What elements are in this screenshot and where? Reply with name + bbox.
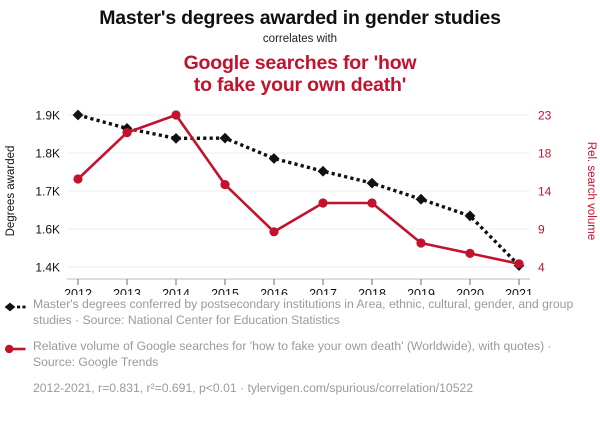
chart-plot-area: 1.9K 1.8K 1.7K 1.6K 1.4K 23 18 14 9 4 2012 2013 20… xyxy=(0,100,600,296)
data-point-marker xyxy=(122,128,132,138)
page-title: Master's degrees awarded in gender studi… xyxy=(99,7,501,29)
data-point-marker xyxy=(170,133,182,144)
data-point-marker xyxy=(465,248,475,258)
chart-legend: Master's degrees conferred by postsecond… xyxy=(0,296,600,396)
data-point-marker xyxy=(464,210,476,222)
diamond-dotted-line-marker-icon xyxy=(4,302,26,312)
data-point-marker xyxy=(220,180,230,190)
left-axis-tick-label: 1.9K xyxy=(35,109,60,123)
title-block: Master's degrees awarded in gender studi… xyxy=(0,0,600,97)
series-degrees-awarded xyxy=(72,109,525,271)
correlation-stats-footer: 2012-2021, r=0.831, r²=0.691, p<0.01 · t… xyxy=(33,381,474,396)
x-axis-tick-label: 2016 xyxy=(260,287,288,295)
data-point-marker xyxy=(171,110,181,120)
data-point-marker xyxy=(269,227,279,237)
page-subtitle-line2: to fake your own death' xyxy=(193,74,407,97)
right-axis-title: Rel. search volume xyxy=(585,142,597,240)
legend-item-degrees-label: Master's degrees conferred by postsecond… xyxy=(33,297,574,328)
data-point-marker xyxy=(367,198,377,208)
circle-solid-line-marker-icon xyxy=(5,344,26,354)
right-axis-tick-label: 9 xyxy=(538,223,545,237)
left-axis-tick-label: 1.8K xyxy=(35,147,60,161)
series-line xyxy=(77,113,521,267)
left-axis-title: Degrees awarded xyxy=(5,146,17,237)
data-point-marker xyxy=(416,238,426,248)
x-axis-tick-labels: 2012 2013 2014 2015 2016 2017 2018 2019 2020 2021 xyxy=(64,287,533,295)
series-search-volume xyxy=(73,110,524,269)
x-axis-tick-label: 2019 xyxy=(407,287,435,295)
right-axis-tick-label: 4 xyxy=(538,261,545,275)
left-axis-tick-label: 1.4K xyxy=(35,261,60,275)
title-connector: correlates with xyxy=(262,33,338,46)
legend-item-searches-label: Relative volume of Google searches for '… xyxy=(33,339,552,370)
x-axis-tick-label: 2015 xyxy=(211,287,239,295)
data-point-marker xyxy=(219,132,231,144)
x-axis-tick-label: 2013 xyxy=(113,287,141,295)
right-axis-tick-label: 18 xyxy=(538,147,552,161)
series-line xyxy=(76,113,521,266)
data-point-marker xyxy=(415,193,427,205)
right-axis-tick-label: 23 xyxy=(538,109,552,123)
left-axis-tick-label: 1.7K xyxy=(35,185,60,199)
right-axis-tick-labels: 23 18 14 9 4 xyxy=(538,109,552,275)
left-axis-tick-labels: 1.9K 1.8K 1.7K 1.6K 1.4K xyxy=(35,109,60,275)
x-axis-tick-label: 2021 xyxy=(505,287,533,295)
page-subtitle-line1: Google searches for 'how xyxy=(183,51,417,74)
x-axis-tick-label: 2018 xyxy=(358,287,386,295)
legend-item-degrees: Master's degrees conferred by postsecond… xyxy=(0,296,600,328)
page-subtitle: Google searches for 'how to fake your ow… xyxy=(0,52,600,97)
data-point-marker xyxy=(366,177,378,189)
left-axis-tick-label: 1.6K xyxy=(35,223,60,237)
right-axis-tick-label: 14 xyxy=(538,185,552,199)
x-axis-tick-label: 2017 xyxy=(309,287,337,295)
data-point-marker xyxy=(318,198,328,208)
data-point-marker xyxy=(73,174,83,184)
data-point-marker xyxy=(72,109,84,121)
legend-item-searches: Relative volume of Google searches for '… xyxy=(0,338,600,370)
gridlines xyxy=(67,114,530,268)
data-point-marker xyxy=(268,153,280,164)
x-axis-tick-label: 2014 xyxy=(162,287,190,295)
x-tick-marks xyxy=(77,279,520,285)
data-point-marker xyxy=(514,259,524,269)
x-axis-tick-label: 2020 xyxy=(456,287,484,295)
data-point-marker xyxy=(317,165,329,177)
x-axis-tick-label: 2012 xyxy=(64,287,92,295)
